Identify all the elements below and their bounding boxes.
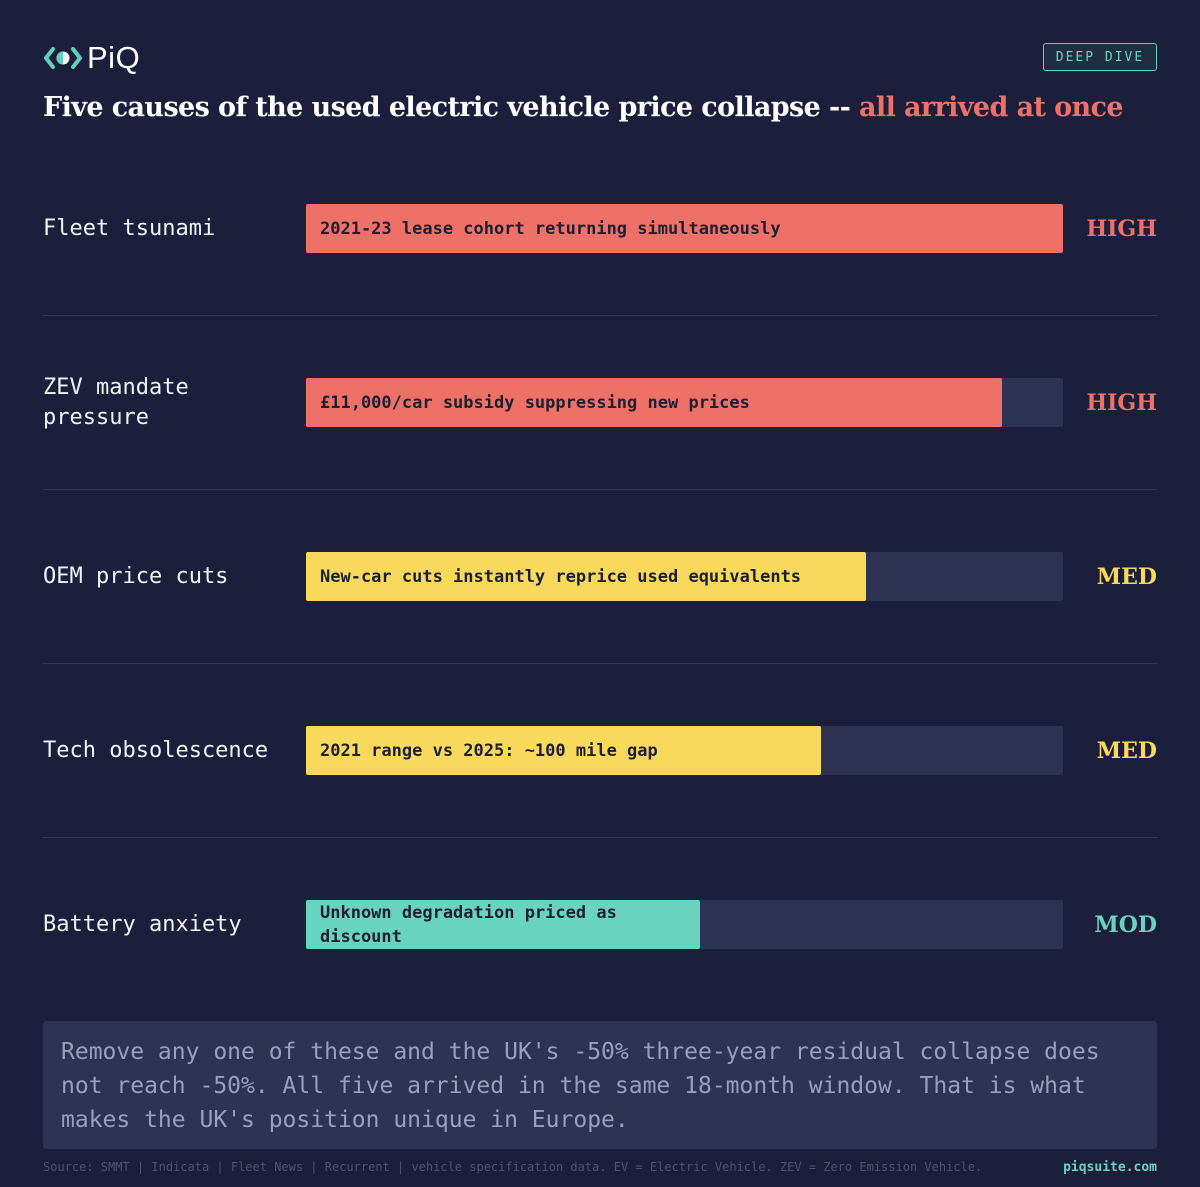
cause-row: OEM price cuts New-car cuts instantly rep… <box>43 490 1157 664</box>
severity-label: HIGH <box>1086 390 1157 416</box>
bar-fill: 2021-23 lease cohort returning simultane… <box>306 204 1063 253</box>
cause-row: ZEV mandate pressure £11,000/car subsidy … <box>43 316 1157 490</box>
summary-note: Remove any one of these and the UK's -50… <box>43 1021 1157 1149</box>
cause-label: Fleet tsunami <box>43 216 216 241</box>
site-link[interactable]: piqsuite.com <box>1063 1160 1157 1175</box>
cause-row: Fleet tsunami 2021-23 lease cohort return… <box>43 142 1157 316</box>
bar-label: 2021 range vs 2025: ~100 mile gap <box>320 740 658 761</box>
bar-fill: £11,000/car subsidy suppressing new pric… <box>306 378 1002 427</box>
cause-label: OEM price cuts <box>43 564 229 589</box>
severity-label: MED <box>1096 738 1157 764</box>
cause-label: Battery anxiety <box>43 912 242 937</box>
severity-label: MOD <box>1094 912 1157 938</box>
bar-track: New-car cuts instantly reprice used equi… <box>306 552 1063 601</box>
bar-track: £11,000/car subsidy suppressing new pric… <box>306 378 1063 427</box>
severity-label: MED <box>1096 564 1157 590</box>
bar-label: New-car cuts instantly reprice used equi… <box>320 566 802 587</box>
piq-logo-icon <box>44 47 82 69</box>
bar-fill: 2021 range vs 2025: ~100 mile gap <box>306 726 821 775</box>
cause-row: Tech obsolescence 2021 range vs 2025: ~10… <box>43 664 1157 838</box>
brand-logo: PiQ <box>43 40 140 76</box>
title-accent: all arrived at once <box>859 92 1124 123</box>
severity-label: HIGH <box>1086 216 1157 242</box>
bar-label: Unknown degradation priced as discount <box>320 902 617 947</box>
bar-track: 2021-23 lease cohort returning simultane… <box>306 204 1063 253</box>
bar-track: 2021 range vs 2025: ~100 mile gap <box>306 726 1063 775</box>
cause-label: Tech obsolescence <box>43 738 269 763</box>
cause-label: ZEV mandate pressure <box>43 375 189 430</box>
page-title: Five causes of the used electric vehicle… <box>43 88 1163 128</box>
cause-row: Battery anxiety Unknown degradation price… <box>43 838 1157 1012</box>
title-main: Five causes of the used electric vehicle… <box>43 92 851 123</box>
bar-fill: New-car cuts instantly reprice used equi… <box>306 552 866 601</box>
source-footnote: Source: SMMT | Indicata | Fleet News | R… <box>43 1160 983 1174</box>
bar-track: Unknown degradation priced as discount <box>306 900 1063 949</box>
bar-fill: Unknown degradation priced as discount <box>306 900 700 949</box>
deep-dive-badge: DEEP DIVE <box>1043 43 1157 71</box>
brand-name: PiQ <box>87 40 141 75</box>
bar-label: 2021-23 lease cohort returning simultane… <box>320 218 781 239</box>
bar-label: £11,000/car subsidy suppressing new pric… <box>320 392 750 413</box>
